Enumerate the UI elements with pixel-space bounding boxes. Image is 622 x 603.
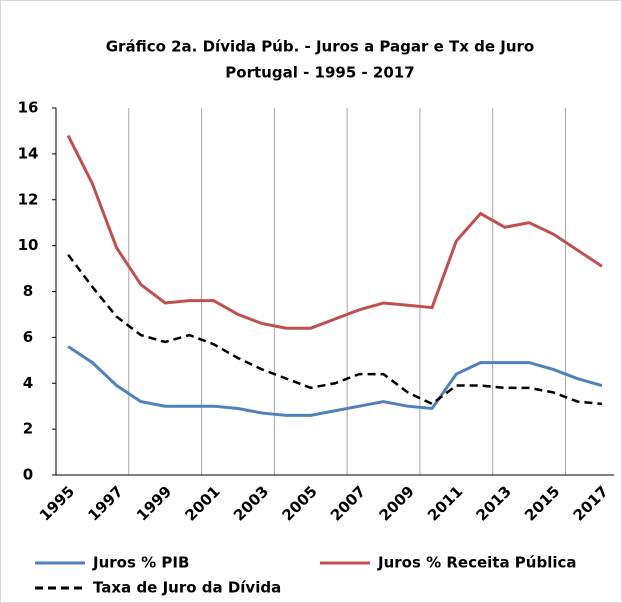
- chart-subtitle: Portugal - 1995 - 2017: [225, 64, 414, 82]
- y-tick-label: 8: [23, 282, 33, 300]
- series-line: [67, 254, 602, 406]
- series-line: [66, 134, 603, 330]
- legend-label: Juros % PIB: [92, 554, 189, 572]
- y-tick-label: 6: [23, 328, 33, 346]
- series-line: [67, 345, 603, 417]
- legend-label: Juros % Receita Pública: [377, 554, 577, 572]
- y-tick-label: 2: [23, 420, 33, 438]
- y-tick-label: 10: [18, 236, 39, 254]
- y-tick-label: 16: [18, 99, 39, 117]
- chart-title: Gráfico 2a. Dívida Púb. - Juros a Pagar …: [106, 38, 535, 56]
- legend-label: Taxa de Juro da Dívida: [93, 579, 281, 597]
- y-tick-label: 12: [18, 190, 39, 208]
- y-tick-label: 14: [18, 144, 39, 162]
- y-tick-label: 0: [23, 466, 33, 484]
- y-tick-label: 4: [23, 374, 33, 392]
